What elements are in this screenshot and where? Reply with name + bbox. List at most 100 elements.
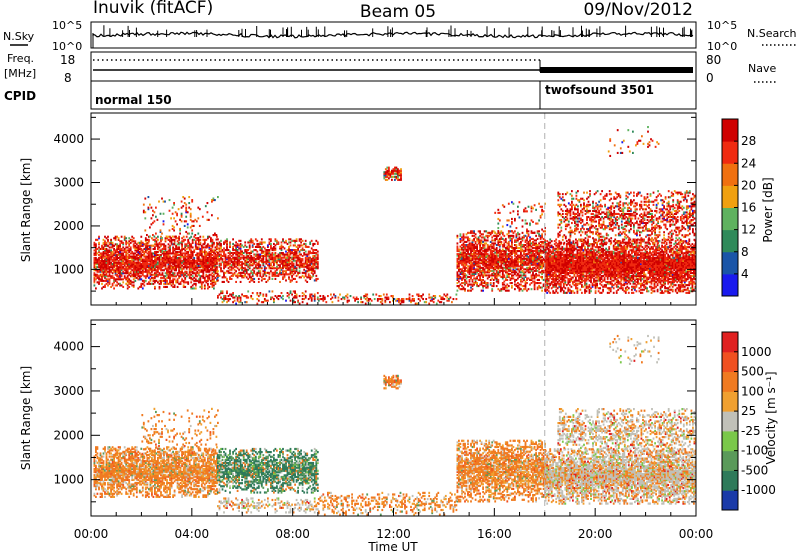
power-cell — [489, 244, 492, 247]
power-cell — [141, 269, 144, 272]
power-cell — [137, 258, 140, 261]
power-cell — [520, 265, 522, 268]
power-cell — [500, 253, 503, 256]
power-cell — [220, 245, 222, 248]
power-cell — [208, 263, 211, 266]
power-cell — [523, 285, 525, 288]
power-cell — [188, 254, 191, 257]
power-cell — [501, 275, 504, 278]
power-cell — [129, 270, 132, 273]
power-cell — [164, 254, 167, 257]
power-cell — [99, 279, 102, 282]
power-cell — [134, 273, 137, 276]
power-cell — [541, 228, 543, 231]
power-cell — [313, 296, 316, 299]
power-cell — [119, 269, 121, 272]
power-cell — [126, 264, 129, 267]
power-cell — [196, 257, 199, 260]
power-cell — [157, 250, 159, 253]
power-cell — [210, 257, 212, 260]
power-cell — [247, 255, 250, 258]
power-cell — [549, 267, 552, 270]
power-cell — [364, 293, 367, 296]
power-cell — [539, 282, 542, 285]
power-cell — [480, 242, 483, 245]
power-cell — [291, 279, 293, 282]
power-cell — [524, 253, 527, 256]
power-cell — [506, 272, 509, 275]
power-cell — [105, 261, 108, 264]
power-cell — [110, 252, 112, 255]
power-cell — [538, 256, 540, 259]
power-cell — [504, 250, 507, 253]
power-cell — [354, 298, 356, 301]
power-cell — [539, 248, 542, 251]
power-cell — [550, 273, 553, 276]
power-cell — [494, 260, 497, 263]
power-cell — [476, 248, 478, 251]
power-cell — [535, 247, 537, 250]
power-cell — [253, 270, 256, 273]
power-cell — [176, 247, 179, 250]
power-cell — [125, 261, 128, 264]
power-cell — [476, 245, 478, 248]
power-cell — [116, 267, 118, 270]
power-cell — [467, 247, 469, 250]
power-cell — [507, 263, 510, 266]
power-cell — [247, 296, 250, 299]
power-cell — [517, 263, 519, 266]
power-cell — [126, 249, 129, 252]
power-cell — [483, 239, 486, 242]
power-cell — [523, 257, 525, 260]
power-cell — [391, 171, 393, 174]
power-cell — [542, 285, 545, 288]
power-cell — [143, 279, 146, 282]
power-cell — [304, 253, 307, 256]
power-cell — [105, 243, 108, 246]
power-cell — [176, 285, 179, 288]
power-cell — [309, 274, 312, 277]
power-cell — [239, 271, 242, 274]
power-cell — [245, 256, 248, 259]
power-cell — [138, 246, 141, 249]
power-cell — [288, 259, 290, 262]
power-cell — [268, 276, 271, 279]
power-cell — [385, 296, 388, 299]
power-cell — [282, 273, 284, 276]
power-cell — [298, 259, 301, 262]
power-cell — [294, 255, 296, 258]
power-cell — [546, 275, 549, 278]
power-cell — [527, 268, 530, 271]
power-cell — [105, 273, 108, 276]
power-cell — [260, 261, 263, 264]
power-cell — [188, 232, 191, 235]
power-cell — [443, 293, 446, 296]
power-cell — [113, 261, 115, 264]
power-cell — [191, 287, 194, 290]
power-cell — [555, 282, 558, 285]
power-cell — [376, 299, 379, 302]
power-cell — [521, 280, 524, 283]
power-cell — [529, 266, 531, 269]
power-cell — [235, 258, 237, 261]
power-cell — [323, 296, 326, 299]
power-cell — [544, 281, 547, 284]
power-cell — [102, 255, 105, 258]
power-cell — [473, 237, 475, 240]
power-cell — [488, 266, 491, 269]
power-cell — [286, 264, 289, 267]
power-cell — [309, 256, 312, 259]
power-cell — [179, 255, 182, 258]
power-cell — [163, 258, 165, 261]
power-cell — [292, 258, 295, 261]
power-cell — [134, 275, 137, 278]
power-cell — [512, 268, 515, 271]
nsky-tick-low: 10^0 — [52, 40, 82, 53]
power-cell — [301, 292, 304, 295]
power-cell — [514, 247, 516, 250]
power-cell — [547, 243, 550, 246]
power-cell — [138, 272, 141, 275]
power-cell — [161, 260, 164, 263]
power-cell — [498, 248, 501, 251]
